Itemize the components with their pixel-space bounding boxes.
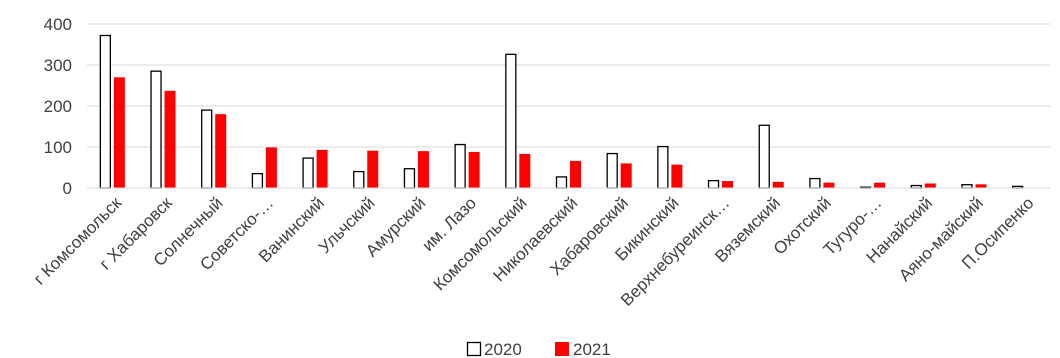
bar-2021 xyxy=(417,151,429,188)
bar-2020 xyxy=(809,177,821,189)
bar-2020 xyxy=(251,172,264,189)
bar-2021 xyxy=(570,160,581,188)
y-tick-label: 0 xyxy=(63,179,72,198)
bar-2021 xyxy=(671,164,683,188)
bar-2020 xyxy=(201,109,213,189)
bar-2021 xyxy=(468,151,480,188)
bar-2020 xyxy=(150,70,162,189)
legend-label-2020: 2020 xyxy=(484,340,522,358)
bar-2020 xyxy=(403,168,416,189)
bar-2021 xyxy=(316,149,328,188)
bar-2021 xyxy=(215,114,227,188)
y-tick-label: 200 xyxy=(44,97,72,116)
gridlines xyxy=(87,23,1050,148)
bar-2021 xyxy=(975,184,987,188)
bar-2020 xyxy=(606,152,618,189)
x-category-label: г Комсомольск xyxy=(30,193,126,289)
bar-2020 xyxy=(353,170,365,189)
bar-2021 xyxy=(113,77,125,188)
bar-2021 xyxy=(874,182,886,188)
y-tick-label: 400 xyxy=(44,15,72,34)
legend: 2020 2021 xyxy=(466,340,611,358)
y-axis-ticks: 0 100 200 300 400 xyxy=(44,15,72,198)
bar-2021 xyxy=(924,183,936,188)
bar-2020 xyxy=(454,143,466,189)
bar-2021 xyxy=(265,147,277,188)
y-tick-label: 100 xyxy=(44,138,72,157)
bar-2020 xyxy=(99,34,111,189)
bar-2021 xyxy=(367,150,379,188)
bar-2020 xyxy=(555,176,568,189)
bar-2020 xyxy=(505,53,517,189)
legend-swatch-2021 xyxy=(555,342,569,356)
legend-swatch-2020 xyxy=(466,341,482,357)
bars xyxy=(99,34,1024,189)
bar-2021 xyxy=(620,163,632,188)
bar-2021 xyxy=(164,90,176,188)
bar-2020 xyxy=(657,145,669,189)
bar-2021 xyxy=(823,182,835,188)
x-category-label: Комсомольский xyxy=(430,193,531,294)
y-tick-label: 300 xyxy=(44,56,72,75)
bar-2020 xyxy=(758,124,770,189)
legend-label-2021: 2021 xyxy=(573,340,611,358)
bar-2021 xyxy=(722,181,734,188)
bar-2020 xyxy=(707,179,720,189)
bar-2021 xyxy=(772,181,784,188)
bar-2020 xyxy=(302,157,314,189)
bar-2021 xyxy=(519,153,531,188)
